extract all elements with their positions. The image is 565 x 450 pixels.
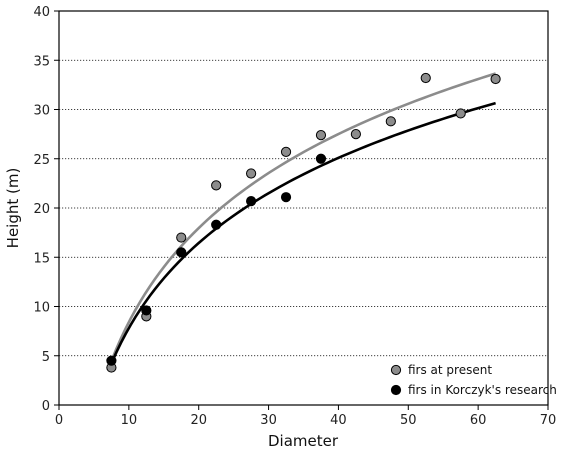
y-tick-label-5: 5 <box>42 350 50 365</box>
trend-curve-present <box>110 72 496 362</box>
legend-label-korczyk: firs in Korczyk's research <box>408 383 557 397</box>
point-korczyk-4 <box>246 196 257 207</box>
point-present-6 <box>315 130 327 141</box>
x-tick-label-60: 60 <box>470 413 487 428</box>
point-korczyk-6 <box>315 153 327 164</box>
gridlines <box>59 59 548 357</box>
tick-labels: 0 10 20 30 40 50 60 70 0 5 10 15 20 25 30 35 40 <box>33 5 556 428</box>
x-tick-label-40: 40 <box>330 413 347 428</box>
y-tick-label-10: 10 <box>33 301 50 316</box>
point-present-7 <box>350 129 361 140</box>
point-present-3 <box>211 180 222 191</box>
y-tick-label-15: 15 <box>33 251 50 266</box>
x-tick-label-70: 70 <box>540 413 557 428</box>
plot-frame <box>58 10 549 406</box>
point-present-8 <box>385 116 396 127</box>
x-tick-label-30: 30 <box>260 413 277 428</box>
axes <box>54 10 549 410</box>
point-present-2 <box>176 232 187 243</box>
y-tick-label-30: 30 <box>33 104 50 119</box>
point-present-9 <box>420 72 431 84</box>
data-points <box>106 72 501 373</box>
y-tick-label-0: 0 <box>42 399 50 414</box>
trend-curves <box>110 72 496 364</box>
y-axis-title: Height (m) <box>4 168 22 249</box>
x-tick-label-10: 10 <box>121 413 138 428</box>
point-present-4 <box>246 168 257 179</box>
legend: firs at present firs in Korczyk's researc… <box>390 363 557 397</box>
y-tick-label-20: 20 <box>33 202 50 217</box>
y-tick-label-35: 35 <box>33 54 50 69</box>
point-present-10 <box>455 108 466 119</box>
point-korczyk-3 <box>211 219 222 230</box>
x-tick-label-20: 20 <box>190 413 207 428</box>
y-tick-label-25: 25 <box>33 153 50 168</box>
point-korczyk-0 <box>106 355 117 366</box>
point-korczyk-5 <box>280 192 292 203</box>
y-tick-label-40: 40 <box>33 5 50 20</box>
trend-curve-korczyk <box>110 101 496 364</box>
legend-marker-present <box>390 364 402 376</box>
legend-marker-korczyk <box>390 384 402 396</box>
x-tick-label-0: 0 <box>55 413 63 428</box>
legend-label-present: firs at present <box>408 363 492 377</box>
point-korczyk-1 <box>141 305 152 316</box>
x-tick-label-50: 50 <box>400 413 417 428</box>
x-axis-title: Diameter <box>268 432 339 450</box>
point-present-11 <box>490 73 501 85</box>
point-present-5 <box>280 146 292 157</box>
point-korczyk-2 <box>176 247 187 258</box>
